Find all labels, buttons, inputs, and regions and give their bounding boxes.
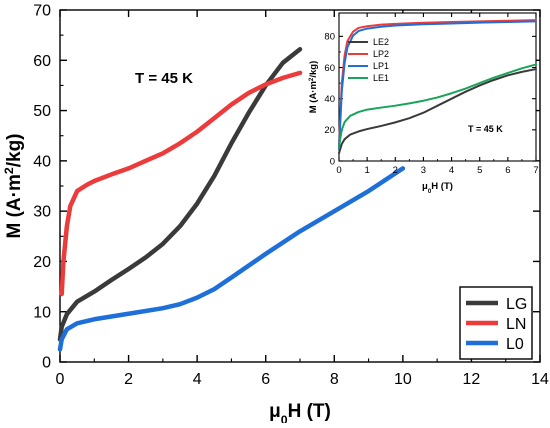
inset-series-le1-line [338,63,537,148]
inset-legend-label-lp1: LP1 [373,61,389,71]
main-x-axis-label-main: μ [269,401,281,422]
inset-legend-label-le1: LE1 [373,73,389,83]
main-x-tick-label: 0 [56,371,65,388]
inset-y-tick-label: 40 [324,94,335,105]
inset-x-axis-label-sub: 0 [428,188,432,195]
main-series-lg-line [57,46,303,342]
main-legend-label-l0: L0 [506,336,524,353]
main-y-axis-label-main: M (A·m [4,174,25,238]
inset-legend-label-le2: LE2 [373,37,389,47]
inset-x-axis-label-tail: H (T) [431,181,453,192]
inset-x-tick-label: 2 [393,165,398,176]
inset-y-tick-label: 20 [324,125,335,136]
main-y-tick-label: 0 [42,355,51,372]
inset-y-axis-label-main: M (A·m [308,81,319,113]
main-x-tick-label: 14 [531,371,549,388]
main-y-axis-label: M (A·m2/kg) [2,133,25,238]
main-y-tick-label: 40 [33,153,51,170]
inset-x-tick-label: 1 [364,165,369,176]
inset-y-tick-label: 60 [324,63,335,74]
main-x-tick-label: 6 [261,371,270,388]
inset-x-tick-label: 6 [505,165,510,176]
main-x-tick-label: 8 [330,371,339,388]
main-y-tick-label: 10 [33,304,51,321]
inset-y-tick-label: 80 [324,32,335,43]
inset-series-le2-line [338,68,537,155]
main-y-tick-label: 30 [33,204,51,221]
inset-x-tick-label: 3 [421,165,426,176]
inset-x-tick-label: 5 [477,165,482,176]
inset-y-axis-label-tail: /kg) [308,61,319,78]
inset-x-tick-label: 7 [533,165,538,176]
main-y-tick-label: 50 [33,103,51,120]
main-series-l0-line [57,166,406,352]
inset-legend-label-lp2: LP2 [373,49,389,59]
main-x-tick-label: 12 [463,371,481,388]
inset-temperature-annotation: T = 45 K [468,124,503,134]
inset-y-axis-label-sup: 2 [308,77,315,81]
inset-x-tick-label: 0 [336,165,341,176]
main-x-axis-label-tail: H (T) [288,401,331,422]
main-temperature-annotation: T = 45 K [135,70,193,87]
main-x-tick-label: 10 [394,371,412,388]
main-x-axis-label-sub: 0 [281,413,288,423]
inset-x-axis-label: μ0H (T) [422,181,453,195]
main-legend-label-ln: LN [506,316,526,333]
inset-x-tick-label: 4 [449,165,454,176]
inset-plot-frame [338,12,537,162]
main-y-axis-label-tail: /kg) [4,133,25,167]
inset-y-axis-label: M (A·m2/kg) [308,61,320,114]
main-legend-label-lg: LG [506,296,527,313]
inset-x-axis-label-main: μ [422,181,428,192]
main-y-tick-label: 70 [33,3,51,20]
main-x-tick-label: 4 [193,371,202,388]
main-y-axis-label-sup: 2 [2,167,16,174]
main-x-tick-label: 2 [124,371,133,388]
inset-y-tick-label: 0 [330,156,335,167]
main-y-tick-label: 60 [33,53,51,70]
main-y-tick-label: 20 [33,254,51,271]
inset-series-lp1-line [338,20,537,150]
main-x-axis-label: μ0H (T) [269,401,331,423]
main-series-ln-line [59,70,303,297]
